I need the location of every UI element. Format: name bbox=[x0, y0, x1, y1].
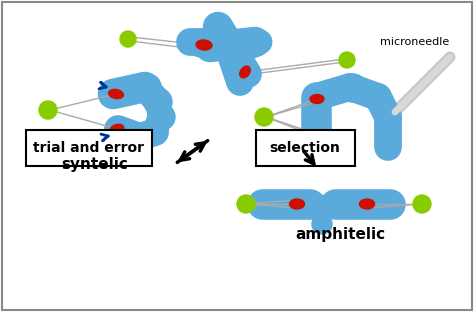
Ellipse shape bbox=[196, 40, 212, 50]
Text: selection: selection bbox=[270, 141, 340, 155]
Ellipse shape bbox=[240, 66, 250, 78]
Circle shape bbox=[339, 52, 355, 68]
Circle shape bbox=[339, 74, 367, 102]
Text: amphitelic: amphitelic bbox=[295, 227, 385, 241]
Ellipse shape bbox=[310, 95, 324, 104]
Circle shape bbox=[413, 195, 431, 213]
Circle shape bbox=[255, 108, 273, 126]
Ellipse shape bbox=[310, 133, 324, 142]
Text: trial and error: trial and error bbox=[34, 141, 145, 155]
Circle shape bbox=[142, 119, 168, 145]
Circle shape bbox=[312, 214, 332, 234]
Circle shape bbox=[120, 31, 136, 47]
Circle shape bbox=[220, 38, 244, 62]
FancyBboxPatch shape bbox=[256, 130, 355, 166]
Circle shape bbox=[135, 74, 161, 100]
Ellipse shape bbox=[290, 199, 304, 209]
Circle shape bbox=[39, 101, 57, 119]
Circle shape bbox=[144, 88, 172, 116]
Circle shape bbox=[149, 104, 175, 130]
Text: microneedle: microneedle bbox=[380, 37, 450, 47]
Ellipse shape bbox=[359, 199, 374, 209]
FancyBboxPatch shape bbox=[2, 2, 472, 310]
Text: syntelic: syntelic bbox=[62, 157, 128, 172]
Circle shape bbox=[237, 195, 255, 213]
Ellipse shape bbox=[109, 89, 123, 99]
Ellipse shape bbox=[110, 124, 124, 134]
FancyBboxPatch shape bbox=[26, 130, 152, 166]
